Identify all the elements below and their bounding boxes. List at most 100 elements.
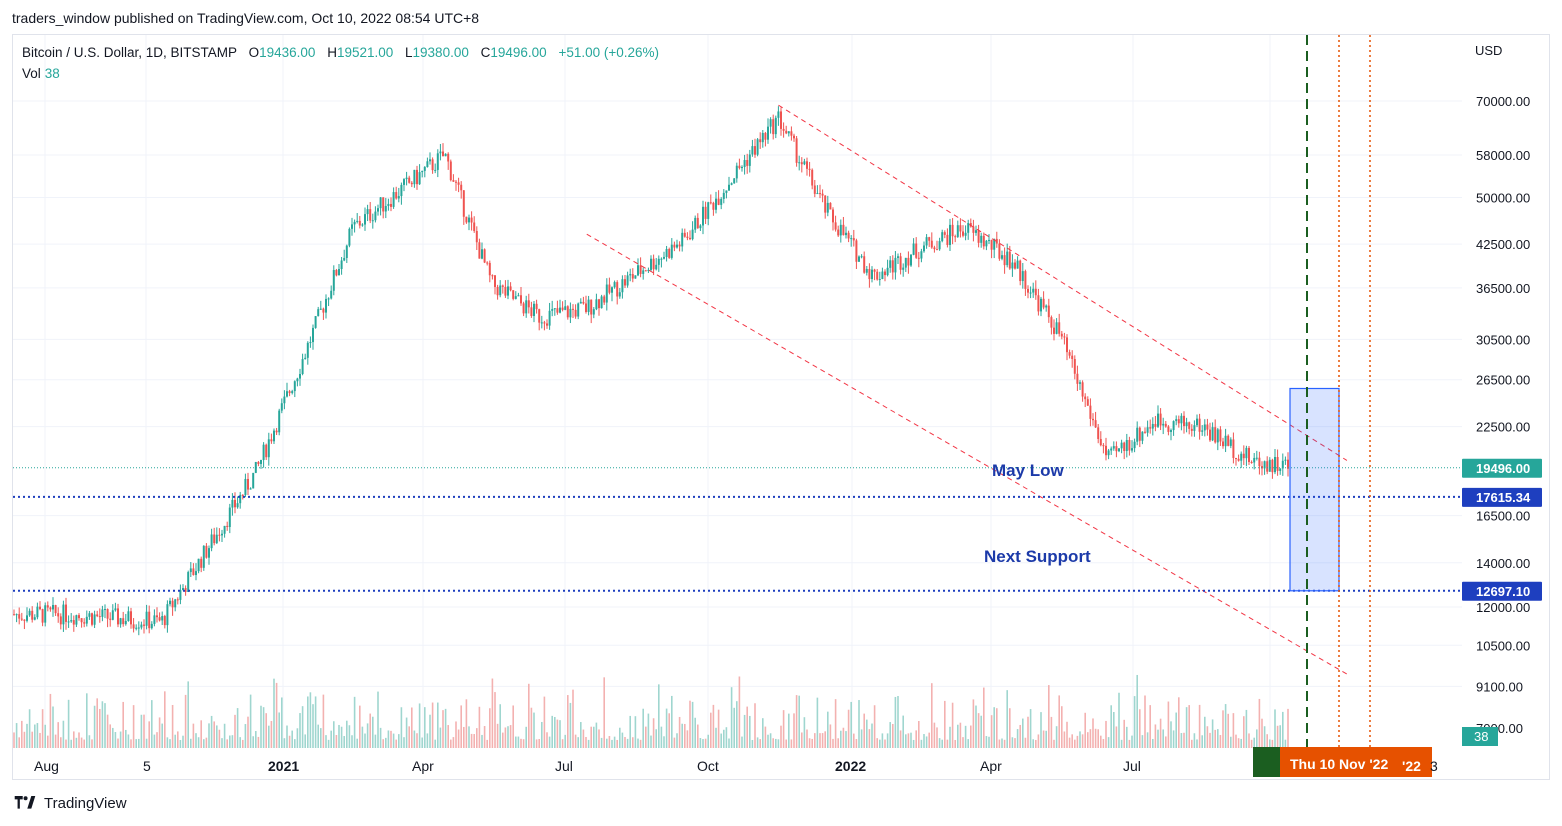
volume-bar (226, 739, 228, 748)
candle-body (1232, 439, 1235, 458)
candle-body (1240, 453, 1243, 461)
volume-bar (99, 708, 101, 748)
candle-body (280, 403, 283, 411)
candle-body (104, 609, 106, 611)
candle-body (631, 274, 634, 279)
x-tick-label: Apr (412, 758, 434, 774)
volume-bar (122, 701, 124, 748)
currency-label[interactable]: USD (1475, 43, 1503, 58)
candle-body (868, 268, 871, 280)
candle-body (46, 605, 49, 608)
volume-bar (587, 739, 590, 748)
next-support-annotation[interactable]: Next Support (984, 547, 1091, 566)
volume-bar (821, 733, 824, 748)
candle-body (218, 534, 221, 536)
candle-body (70, 620, 73, 622)
may-low-annotation[interactable]: May Low (992, 461, 1064, 480)
candle-body (182, 588, 184, 591)
candle-body (1188, 422, 1191, 429)
volume-bar (647, 713, 650, 748)
volume-bar (548, 736, 551, 748)
volume-bar (918, 720, 920, 748)
candle-body (1123, 442, 1126, 452)
candle-body (954, 236, 957, 238)
candle-body (457, 182, 460, 185)
volume-bar (767, 734, 769, 748)
candle-body (1263, 461, 1266, 469)
candle-body (421, 170, 424, 173)
volume-bar (450, 739, 452, 748)
candle-body (717, 198, 720, 205)
volume-bar (117, 738, 119, 748)
volume-bar (1006, 690, 1008, 748)
candle-body (1128, 440, 1131, 451)
candle-body (395, 192, 398, 199)
volume-bar (119, 731, 122, 748)
candle-body (330, 290, 333, 299)
volume-bar (764, 726, 767, 748)
volume-bar (980, 715, 982, 748)
volume-bar (899, 730, 902, 748)
volume-bar (842, 727, 845, 748)
chart-frame[interactable] (12, 34, 1550, 780)
candle-body (572, 308, 574, 310)
volume-bar (208, 723, 210, 748)
candle-body (624, 279, 626, 286)
candle-body (1011, 262, 1014, 269)
volume-bar (444, 708, 447, 748)
candle-body (244, 478, 247, 495)
volume-bar (1193, 733, 1196, 748)
candle-body (993, 238, 996, 250)
candle-body (634, 275, 637, 279)
candle-body (442, 151, 444, 157)
candle-body (501, 285, 504, 287)
y-tick-label: 10500.00 (1476, 638, 1530, 653)
candle-body (889, 260, 892, 268)
candle-body (228, 507, 231, 528)
candle-body (312, 327, 314, 343)
candle-body (712, 202, 715, 210)
volume-bar (130, 739, 132, 748)
candle-body (832, 209, 834, 223)
volume-bar (964, 725, 967, 748)
volume-bar (296, 728, 299, 748)
volume-bar (382, 739, 384, 748)
volume-bar (715, 727, 717, 748)
candle-body (309, 342, 312, 344)
candle-body (1001, 255, 1003, 259)
price-label-bg (1462, 581, 1542, 601)
volume-bar (439, 727, 442, 748)
volume-bar (884, 739, 886, 748)
candle-body (629, 274, 632, 276)
candle-body (1040, 298, 1042, 312)
volume-bar (754, 703, 756, 748)
volume-bar (348, 725, 351, 748)
footer-brand[interactable]: TradingView (12, 795, 127, 812)
candle-body (517, 295, 520, 297)
candle-body (566, 306, 569, 318)
candle-body (1279, 468, 1282, 471)
candle-body (231, 499, 234, 508)
volume-bar (112, 727, 114, 748)
volume-bar (26, 723, 28, 748)
candle-body (1068, 352, 1071, 356)
candle-body (962, 231, 964, 236)
volume-bar (1245, 709, 1248, 748)
volume-bar (915, 730, 917, 748)
volume-bar (1113, 711, 1115, 748)
volume-bar (1165, 736, 1167, 748)
volume-bar (468, 726, 470, 748)
candle-body (520, 295, 522, 304)
x-tick-label: 2021 (268, 758, 299, 774)
volume-bar (795, 695, 798, 748)
candle-body (361, 224, 364, 226)
candle-body (210, 534, 213, 549)
volume-bar (967, 739, 969, 748)
volume-bar (18, 737, 20, 748)
candle-body (410, 182, 413, 185)
volume-bar (923, 734, 925, 748)
candle-body (85, 616, 88, 624)
y-tick-label: 22500.00 (1476, 420, 1530, 435)
candle-body (546, 323, 548, 326)
